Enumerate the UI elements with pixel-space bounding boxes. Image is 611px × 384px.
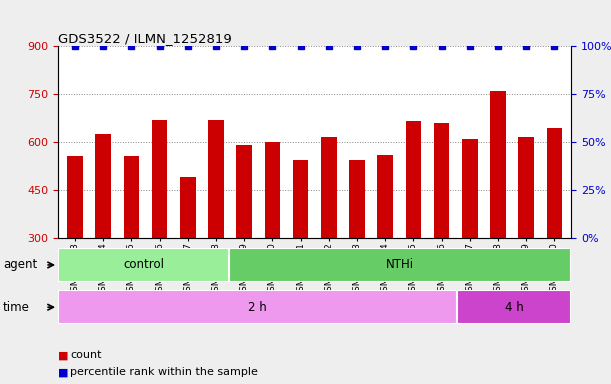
Bar [462, 139, 478, 334]
Bar [547, 127, 562, 334]
Bar [265, 142, 280, 334]
Bar [236, 145, 252, 334]
Text: control: control [123, 258, 164, 271]
Text: GDS3522 / ILMN_1252819: GDS3522 / ILMN_1252819 [58, 32, 232, 45]
Bar [321, 137, 337, 334]
Bar [457, 290, 571, 324]
Bar [293, 160, 309, 334]
Bar [434, 123, 449, 334]
Bar [349, 160, 365, 334]
Bar [58, 290, 457, 324]
Text: agent: agent [3, 258, 37, 271]
Text: 4 h: 4 h [505, 301, 524, 314]
Bar [67, 157, 82, 334]
Text: ■: ■ [58, 350, 68, 360]
Bar [518, 137, 534, 334]
Bar [95, 134, 111, 334]
Text: percentile rank within the sample: percentile rank within the sample [70, 367, 258, 377]
Bar [208, 120, 224, 334]
Bar [406, 121, 421, 334]
Bar [152, 120, 167, 334]
Bar [58, 248, 229, 282]
Text: 2 h: 2 h [248, 301, 267, 314]
Text: count: count [70, 350, 102, 360]
Bar [490, 91, 506, 334]
Bar [180, 177, 196, 334]
Text: time: time [3, 301, 30, 314]
Text: NTHi: NTHi [386, 258, 414, 271]
Bar [378, 155, 393, 334]
Bar [123, 157, 139, 334]
Bar [229, 248, 571, 282]
Text: ■: ■ [58, 367, 68, 377]
